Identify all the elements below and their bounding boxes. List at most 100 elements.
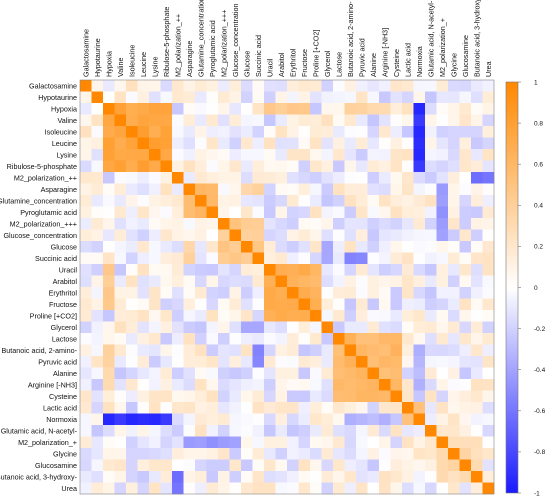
heatmap-cell	[425, 241, 437, 253]
heatmap-cell	[344, 436, 357, 449]
heatmap-cell	[275, 413, 288, 426]
heatmap-cell	[160, 448, 173, 460]
heatmap-cell	[310, 195, 322, 207]
heatmap-cell	[379, 126, 391, 138]
column-label: Hypotaurine	[93, 38, 102, 77]
heatmap-cell	[448, 275, 460, 288]
heatmap-cell	[298, 195, 311, 207]
heatmap-cell	[413, 425, 426, 437]
heatmap-cell	[218, 80, 230, 92]
heatmap-cell	[218, 91, 230, 104]
heatmap-cell	[356, 275, 368, 288]
heatmap-cell	[264, 379, 276, 391]
heatmap-cell	[471, 436, 483, 449]
heatmap-cell	[298, 103, 311, 115]
heatmap-cell	[103, 241, 115, 253]
heatmap-cell	[344, 103, 357, 115]
heatmap-cell	[436, 183, 449, 196]
heatmap-cell	[390, 252, 403, 265]
heatmap-cell	[367, 218, 380, 230]
heatmap-cell	[436, 160, 449, 173]
heatmap-cell	[356, 103, 368, 115]
heatmap-cell	[367, 482, 380, 495]
heatmap-cell	[149, 413, 161, 426]
heatmap-cell	[425, 229, 437, 242]
heatmap-cell	[195, 218, 207, 230]
heatmap-cell	[459, 367, 472, 380]
heatmap-cell	[206, 91, 219, 104]
heatmap-cell	[356, 379, 368, 391]
heatmap-cell	[80, 287, 92, 299]
heatmap-cell	[241, 287, 253, 299]
heatmap-cell	[114, 195, 127, 207]
heatmap-cell	[172, 287, 184, 299]
heatmap-cell	[252, 402, 265, 414]
heatmap-cell	[103, 425, 115, 437]
column-label: Glucose_concentration	[231, 3, 240, 77]
heatmap-cell	[402, 402, 414, 414]
heatmap-cell	[172, 103, 184, 115]
heatmap-cell	[390, 91, 403, 104]
heatmap-cell	[275, 344, 288, 357]
heatmap-cell	[229, 413, 242, 426]
heatmap-cell	[80, 413, 92, 426]
heatmap-cell	[160, 436, 173, 449]
heatmap-cell	[471, 160, 483, 173]
heatmap-cell	[379, 344, 391, 357]
column-label: Fructose	[300, 49, 309, 77]
heatmap-cell	[91, 103, 104, 115]
heatmap-cell	[206, 367, 219, 380]
row-label: Pyruvic acid	[38, 357, 77, 366]
heatmap-cell	[321, 436, 334, 449]
heatmap-cell	[114, 91, 127, 104]
heatmap-cell	[80, 436, 92, 449]
heatmap-cell	[333, 390, 345, 403]
colorbar-tick-label: 0.6	[534, 162, 543, 169]
heatmap-cell	[114, 448, 127, 460]
heatmap-cell	[425, 321, 437, 334]
heatmap-cell	[206, 356, 219, 368]
heatmap-cell	[333, 287, 345, 299]
heatmap-cell	[80, 482, 92, 495]
heatmap-cell	[413, 264, 426, 276]
heatmap-cell	[287, 333, 299, 345]
heatmap-cell	[264, 126, 276, 138]
heatmap-cell	[252, 471, 265, 483]
row-label: Isoleucine	[45, 127, 77, 136]
heatmap-cell	[448, 482, 460, 495]
heatmap-cell	[287, 321, 299, 334]
heatmap-cell	[80, 379, 92, 391]
heatmap-cell	[310, 275, 322, 288]
heatmap-cell	[298, 149, 311, 161]
heatmap-cell	[183, 413, 196, 426]
heatmap-cell	[436, 241, 449, 253]
heatmap-cell	[183, 91, 196, 104]
row-label: Galactosamine	[29, 81, 77, 90]
heatmap-cell	[390, 298, 403, 311]
heatmap-cell	[183, 206, 196, 219]
heatmap-cell	[195, 298, 207, 311]
heatmap-cell	[206, 298, 219, 311]
heatmap-cell	[333, 114, 345, 127]
heatmap-cell	[425, 103, 437, 115]
heatmap-cell	[160, 287, 173, 299]
heatmap-cell	[356, 149, 368, 161]
heatmap-cell	[436, 379, 449, 391]
heatmap-cell	[91, 425, 104, 437]
heatmap-cell	[114, 310, 127, 322]
heatmap-cell	[172, 436, 184, 449]
heatmap-cell	[298, 436, 311, 449]
colorbar-tick-label: -0.8	[534, 449, 546, 456]
heatmap-cell	[425, 126, 437, 138]
heatmap-cell	[402, 218, 414, 230]
heatmap-cell	[448, 103, 460, 115]
heatmap-cell	[471, 149, 483, 161]
heatmap-cell	[413, 91, 426, 104]
heatmap-cell	[80, 195, 92, 207]
heatmap-cell	[425, 482, 437, 495]
heatmap-cell	[126, 321, 138, 334]
heatmap-cell	[80, 172, 92, 184]
heatmap-cell	[275, 298, 288, 311]
heatmap-cell	[195, 137, 207, 150]
